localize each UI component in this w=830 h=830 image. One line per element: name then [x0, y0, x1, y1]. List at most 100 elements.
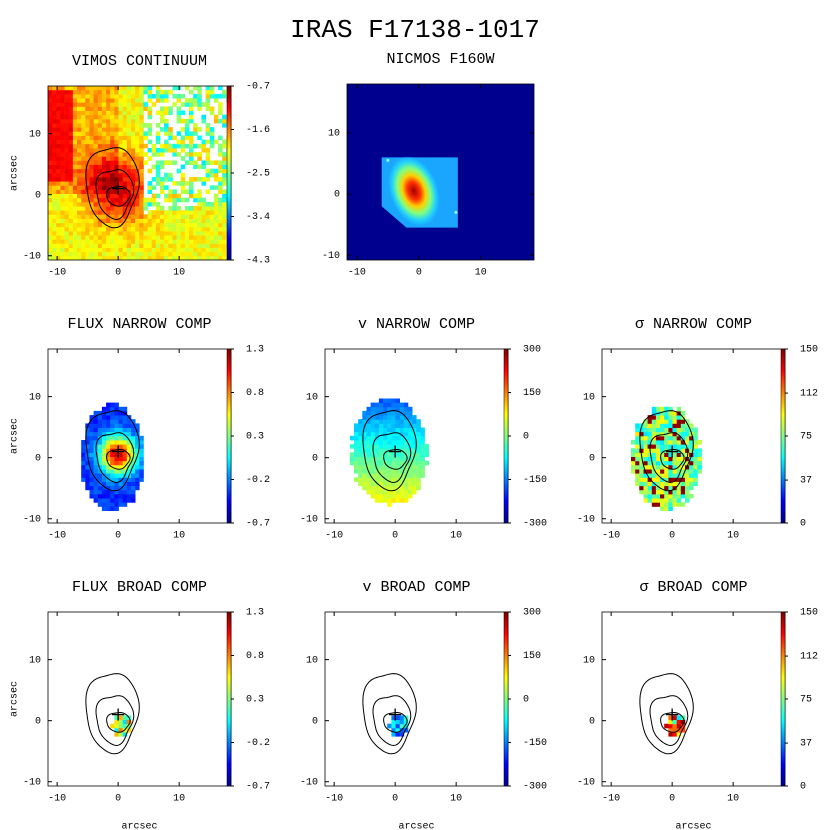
map-pixel	[114, 93, 119, 99]
map-pixel	[664, 410, 669, 416]
map-pixel	[664, 493, 669, 499]
map-pixel	[387, 469, 392, 474]
map-pixel	[118, 139, 123, 145]
map-pixel	[374, 456, 380, 462]
map-pixel	[85, 222, 90, 228]
y-tick-label: 10	[583, 655, 595, 666]
map-pixel	[205, 226, 211, 232]
map-pixel	[143, 243, 148, 248]
map-pixel	[81, 473, 86, 478]
map-pixel	[672, 732, 677, 737]
map-pixel	[77, 177, 82, 182]
map-pixel	[85, 469, 90, 474]
map-pixel	[205, 168, 211, 174]
map-pixel	[168, 193, 173, 199]
map-pixel	[160, 214, 165, 219]
map-pixel	[639, 460, 644, 466]
map-pixel	[189, 114, 194, 120]
map-pixel	[48, 247, 53, 253]
map-pixel	[395, 402, 400, 408]
map-pixel	[114, 210, 119, 215]
map-pixel	[655, 464, 661, 470]
map-pixel	[93, 102, 99, 107]
panel-title: VIMOS CONTINUUM	[72, 53, 207, 70]
map	[347, 84, 534, 260]
map-pixel	[664, 406, 669, 412]
map-pixel	[89, 489, 94, 495]
map-pixel	[197, 247, 202, 253]
x-axis-label: arcsec	[121, 822, 157, 830]
map-pixel	[85, 251, 90, 257]
map-pixel	[64, 235, 70, 240]
map-pixel	[205, 239, 211, 244]
contour	[85, 147, 140, 229]
map-pixel	[60, 106, 65, 111]
y-tick-label: -10	[577, 514, 595, 525]
map-pixel	[403, 440, 409, 445]
map-pixel	[155, 93, 161, 99]
map-pixel	[693, 456, 698, 462]
map-pixel	[93, 469, 99, 474]
map-pixel	[118, 135, 123, 141]
map-pixel	[48, 177, 53, 182]
map-pixel	[395, 477, 400, 482]
map-pixel	[106, 477, 111, 482]
map-pixel	[676, 485, 682, 491]
map-pixel	[676, 415, 682, 420]
map-pixel	[395, 498, 400, 503]
map-pixel	[391, 452, 396, 457]
map-pixel	[97, 239, 103, 244]
map-pixel	[655, 481, 661, 487]
map-pixel	[60, 156, 65, 161]
map-pixel	[52, 118, 57, 124]
map-pixel	[151, 214, 157, 219]
map-pixel	[72, 177, 78, 182]
map-pixel	[139, 139, 144, 145]
map-pixel	[193, 152, 198, 157]
map-pixel	[391, 448, 396, 453]
map-pixel	[126, 448, 132, 453]
map-pixel	[118, 410, 123, 416]
contour	[660, 712, 685, 733]
map-pixel	[672, 423, 677, 428]
map-pixel	[110, 419, 115, 424]
map-pixel	[101, 139, 107, 145]
map-pixel	[126, 201, 132, 207]
map-pixel	[387, 423, 392, 428]
map-pixel	[97, 235, 103, 240]
map-pixel	[77, 210, 82, 215]
map-pixel	[126, 493, 132, 499]
map-pixel	[164, 98, 169, 103]
map-pixel	[97, 493, 103, 499]
map-pixel	[147, 168, 153, 174]
map-pixel	[354, 423, 359, 428]
map-pixel	[126, 135, 132, 141]
map-pixel	[81, 218, 86, 224]
map-pixel	[81, 185, 86, 190]
colorbar-tick-label: -2.5	[246, 169, 270, 180]
map-pixel	[110, 93, 115, 99]
map-pixel	[77, 118, 82, 124]
map-pixel	[395, 415, 400, 420]
map-pixel	[106, 498, 111, 503]
map-pixel	[172, 247, 177, 253]
map-pixel	[655, 435, 661, 441]
map-pixel	[155, 160, 161, 165]
map-pixel	[201, 143, 206, 149]
map-pixel	[366, 427, 371, 433]
map-pixel	[143, 251, 148, 257]
map-pixel	[101, 181, 107, 186]
map-pixel	[93, 464, 99, 470]
map-pixel	[131, 485, 136, 491]
map-pixel	[93, 143, 99, 149]
y-tick-label: 0	[334, 190, 340, 201]
map-pixel	[420, 456, 425, 462]
map-pixel	[213, 98, 219, 103]
map-pixel	[118, 435, 123, 441]
map-pixel	[72, 255, 78, 260]
map-pixel	[131, 214, 136, 219]
map-pixel	[89, 177, 94, 182]
map-pixel	[383, 440, 388, 445]
map-pixel	[201, 197, 206, 203]
